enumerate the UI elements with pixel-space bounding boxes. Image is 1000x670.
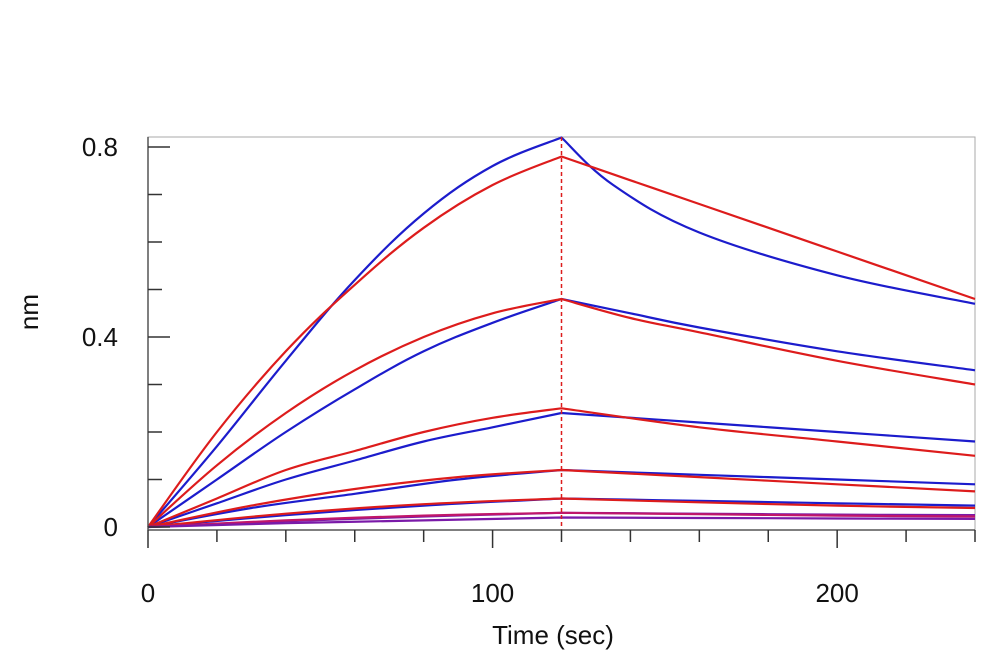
x-tick-label: 0 bbox=[141, 578, 155, 608]
measured-curve-2 bbox=[147, 297, 976, 528]
y-tick-label: 0.4 bbox=[82, 322, 118, 352]
series-layer bbox=[147, 136, 976, 529]
x-tick-label: 200 bbox=[815, 578, 858, 608]
y-axis-title: nm bbox=[14, 294, 44, 330]
y-axis-ticks: 0 0.4 0.8 bbox=[82, 132, 170, 542]
x-axis-ticks: 0 100 200 bbox=[141, 530, 976, 608]
fit-curve-3 bbox=[147, 297, 976, 528]
fit-curve-5 bbox=[147, 407, 976, 529]
measured-curve-4 bbox=[147, 411, 976, 529]
measured-curve-0 bbox=[147, 136, 976, 528]
x-axis-title: Time (sec) bbox=[492, 620, 614, 650]
y-tick-label: 0.8 bbox=[82, 132, 118, 162]
fit-curve-7 bbox=[147, 468, 976, 529]
fit-curve-1 bbox=[147, 155, 976, 528]
y-tick-label: 0 bbox=[104, 512, 118, 542]
x-tick-label: 100 bbox=[471, 578, 514, 608]
fit-curve-9 bbox=[147, 497, 976, 529]
fit-curve-11 bbox=[147, 511, 976, 529]
